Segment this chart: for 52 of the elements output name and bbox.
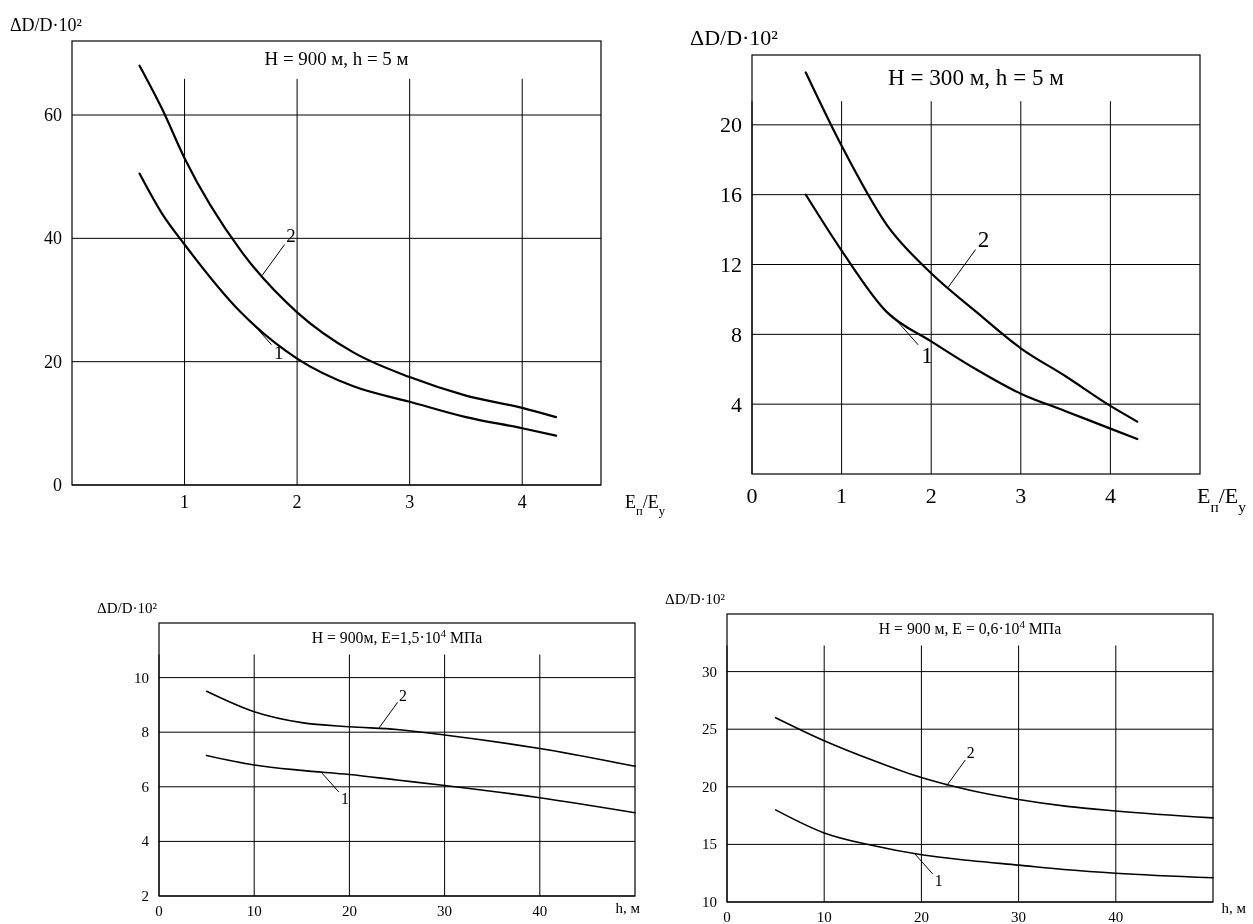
y-axis-title: ΔD/D·10²: [665, 591, 726, 607]
y-tick-label: 4: [731, 391, 742, 417]
y-tick-label: 20: [702, 778, 717, 795]
x-axis-title: E$_{п}$/E$_{у}$: [624, 492, 666, 519]
x-tick-label: 40: [1108, 908, 1124, 924]
x-tick-label: 20: [341, 902, 357, 919]
x-tick-label: 0: [155, 902, 163, 919]
y-tick-label: 6: [141, 778, 150, 795]
x-tick-label: 3: [1015, 482, 1027, 508]
x-tick-label: 30: [437, 902, 453, 919]
x-tick-label: 1: [180, 492, 190, 513]
y-tick-label: 10: [134, 669, 149, 686]
y-tick-label: 4: [141, 833, 150, 850]
y-tick-label: 40: [44, 228, 62, 249]
y-axis-title: ΔD/D·10²: [10, 15, 82, 35]
chart-title: H = 900 м, h = 5 м: [264, 48, 409, 70]
y-axis-title: ΔD/D·10²: [97, 600, 158, 616]
y-tick-label: 15: [702, 836, 717, 853]
annotation: 2: [977, 225, 990, 252]
y-tick-label: 2: [141, 888, 149, 904]
annotation: 2: [966, 744, 975, 762]
x-tick-label: 4: [517, 492, 527, 513]
y-tick-label: 60: [44, 105, 62, 125]
x-tick-label: 4: [1104, 482, 1116, 508]
x-axis-title: E$_{п}$/E$_{у}$: [1197, 482, 1247, 515]
x-tick-label: 30: [1011, 908, 1027, 924]
annotation: 1: [340, 790, 349, 808]
annotation: 1: [934, 872, 943, 890]
y-tick-label: 8: [731, 321, 742, 347]
chart-title: H = 300 м, h = 5 м: [888, 63, 1065, 90]
annotation: 2: [398, 686, 407, 704]
y-tick-label: 25: [702, 721, 717, 738]
y-tick-label: 16: [720, 182, 742, 208]
chart-title: H = 900м, E=1,5·10$^{4}$ МПа: [311, 627, 483, 647]
y-tick-label: 12: [720, 252, 742, 277]
x-tick-label: 10: [246, 902, 262, 919]
x-tick-label: 20: [913, 908, 929, 924]
x-tick-label: 40: [532, 902, 548, 919]
y-tick-label: 8: [141, 724, 149, 741]
x-axis-title: h, м: [615, 899, 641, 916]
chart-title: H = 900 м, E = 0,6·10$^{4}$ МПа: [878, 618, 1062, 638]
y-tick-label: 30: [702, 663, 717, 680]
annotation: 1: [273, 342, 284, 364]
x-axis-title: h, м: [1221, 899, 1247, 916]
y-tick-label: 20: [720, 112, 742, 138]
x-tick-label: 2: [925, 482, 937, 508]
x-tick-label: 2: [292, 492, 302, 513]
x-tick-label: 10: [816, 908, 832, 924]
x-tick-label: 3: [405, 492, 415, 513]
x-tick-label: 1: [836, 482, 848, 508]
y-tick-label: 20: [44, 351, 62, 372]
y-axis-title: ΔD/D·10²: [690, 25, 779, 50]
